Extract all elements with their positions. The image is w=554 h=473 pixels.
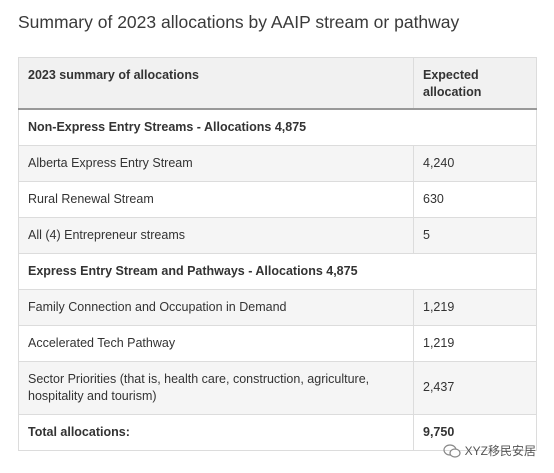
wechat-icon — [443, 443, 461, 458]
header-row: 2023 summary of allocations Expected all… — [18, 57, 537, 110]
table-body: Non-Express Entry Streams - Allocations … — [18, 108, 537, 451]
table-row: All (4) Entrepreneur streams 5 — [18, 216, 537, 254]
table-cell: Total allocations: — [18, 413, 414, 451]
table-row: Rural Renewal Stream 630 — [18, 180, 537, 218]
watermark: XYZ移民安居 — [443, 442, 536, 459]
table-cell: 4,240 — [413, 144, 537, 182]
table-cell: 9,750 — [413, 413, 537, 451]
table-row: Sector Priorities (that is, health care,… — [18, 360, 537, 415]
table-cell: 1,219 — [413, 324, 537, 362]
table-row: Non-Express Entry Streams - Allocations … — [18, 108, 537, 146]
table-cell: Family Connection and Occupation in Dema… — [18, 288, 414, 326]
allocations-table: 2023 summary of allocations Expected all… — [18, 57, 537, 451]
table-row: Express Entry Stream and Pathways - Allo… — [18, 252, 537, 290]
table-cell: Rural Renewal Stream — [18, 180, 414, 218]
table-row: Accelerated Tech Pathway 1,219 — [18, 324, 537, 362]
table-row: Family Connection and Occupation in Dema… — [18, 288, 537, 326]
table-cell: 630 — [413, 180, 537, 218]
header-cell: 2023 summary of allocations — [18, 57, 414, 110]
watermark-text: XYZ移民安居 — [464, 444, 536, 458]
section-cell: Express Entry Stream and Pathways - Allo… — [18, 252, 537, 290]
table-cell: All (4) Entrepreneur streams — [18, 216, 414, 254]
table-row: Alberta Express Entry Stream 4,240 — [18, 144, 537, 182]
table-cell: 5 — [413, 216, 537, 254]
page-title: Summary of 2023 allocations by AAIP stre… — [18, 12, 460, 32]
section-cell: Non-Express Entry Streams - Allocations … — [18, 108, 537, 146]
table-cell: 2,437 — [413, 360, 537, 415]
header-cell: Expected allocation — [413, 57, 537, 110]
table-cell: Alberta Express Entry Stream — [18, 144, 414, 182]
table-cell: 1,219 — [413, 288, 537, 326]
table-cell: Sector Priorities (that is, health care,… — [18, 360, 414, 415]
table-cell: Accelerated Tech Pathway — [18, 324, 414, 362]
table-row: Total allocations: 9,750 — [18, 413, 537, 451]
